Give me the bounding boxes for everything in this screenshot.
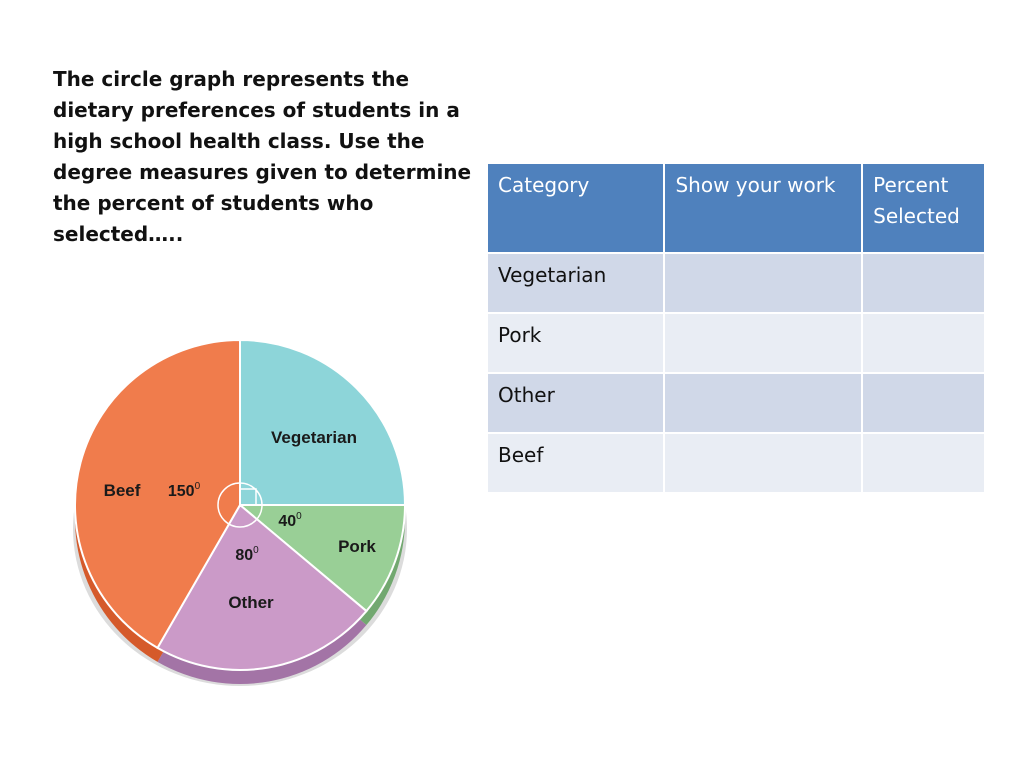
header-show-work: Show your work: [663, 162, 864, 254]
category-cell: Vegetarian: [485, 252, 666, 314]
percent-cell[interactable]: [861, 372, 986, 434]
slice-label-beef: Beef: [104, 481, 141, 500]
slice-label-vegetarian: Vegetarian: [271, 428, 357, 447]
percent-cell[interactable]: [861, 432, 986, 494]
question-line: degree measures given to determine: [53, 160, 472, 184]
pie-slice-pork: [237, 504, 407, 613]
question-line: selected…..: [53, 222, 184, 246]
table-row: Other: [485, 372, 986, 434]
work-cell[interactable]: [663, 252, 864, 314]
category-cell: Other: [485, 372, 666, 434]
category-cell: Pork: [485, 312, 666, 374]
pie-slice-beef: [74, 338, 241, 650]
table-row: Vegetarian: [485, 252, 986, 314]
percent-cell[interactable]: [861, 312, 986, 374]
work-cell[interactable]: [663, 372, 864, 434]
slice-label-pork: Pork: [338, 537, 376, 556]
angle-label-beef: 1500: [168, 481, 201, 500]
question-line: dietary preferences of students in a: [53, 98, 460, 122]
table-row: Beef: [485, 432, 986, 494]
pie-slice-other: [156, 503, 368, 671]
table-header-row: Category Show your work Percent Selected: [485, 162, 986, 254]
angle-arc-marker: [217, 482, 263, 528]
question-line: the percent of students who: [53, 191, 374, 215]
header-category: Category: [485, 162, 666, 254]
category-cell: Beef: [485, 432, 666, 494]
pie-slice-vegetarian: [239, 338, 407, 506]
header-percent: Percent Selected: [861, 162, 986, 254]
question-line: high school health class. Use the: [53, 129, 425, 153]
right-angle-marker: [239, 488, 257, 506]
table-row: Pork: [485, 312, 986, 374]
question-text: The circle graph represents the dietary …: [53, 64, 472, 250]
slice-label-other: Other: [228, 593, 274, 612]
work-cell[interactable]: [663, 312, 864, 374]
question-line: The circle graph represents the: [53, 67, 410, 91]
work-table: Category Show your work Percent Selected…: [485, 162, 986, 494]
pie-chart: Vegetarian Pork 400 Other 800 Beef 1500: [60, 325, 420, 715]
percent-cell[interactable]: [861, 252, 986, 314]
work-cell[interactable]: [663, 432, 864, 494]
